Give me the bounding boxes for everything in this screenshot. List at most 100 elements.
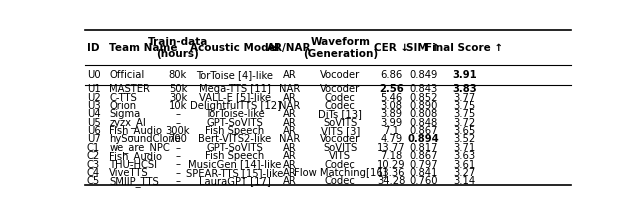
Text: 300k: 300k [166,126,190,136]
Text: CER ↓: CER ↓ [374,43,409,53]
Text: 0.797: 0.797 [409,159,438,170]
Text: C5: C5 [87,176,100,186]
Text: NAR: NAR [279,101,300,111]
Text: U4: U4 [87,109,100,119]
Text: 700: 700 [168,134,188,144]
Text: 0.817: 0.817 [409,143,438,153]
Text: U3: U3 [87,101,100,111]
Text: –: – [175,176,180,186]
Text: C2: C2 [87,151,100,161]
Text: 13.36: 13.36 [377,168,406,178]
Text: –: – [175,151,180,161]
Text: THU-HCSI: THU-HCSI [109,159,157,170]
Text: SIM ↑: SIM ↑ [406,43,440,53]
Text: 7.1: 7.1 [383,126,399,136]
Text: Codec: Codec [325,93,356,103]
Text: zyzx_AI: zyzx_AI [109,117,146,128]
Text: Acoustic Model: Acoustic Model [190,43,280,53]
Text: 0.808: 0.808 [410,109,438,119]
Text: SoVITS: SoVITS [323,143,358,153]
Text: 3.14: 3.14 [453,176,476,186]
Text: LauraGPT [17]: LauraGPT [17] [199,176,271,186]
Text: Official: Official [109,70,145,80]
Text: SMIIP_TTS: SMIIP_TTS [109,176,159,187]
Text: U1: U1 [87,84,100,94]
Text: Fish Speech: Fish Speech [205,126,264,136]
Text: 0.848: 0.848 [410,118,438,128]
Text: Mega-TTS [11]: Mega-TTS [11] [199,84,271,94]
Text: 7.18: 7.18 [380,151,403,161]
Text: C4: C4 [87,168,100,178]
Text: Codec: Codec [325,159,356,170]
Text: AR: AR [283,109,296,119]
Text: U6: U6 [87,126,100,136]
Text: Vocoder: Vocoder [320,84,360,94]
Text: C1: C1 [87,143,100,153]
Text: AR: AR [283,93,296,103]
Text: GPT-SoVITS: GPT-SoVITS [207,118,264,128]
Text: 3.72: 3.72 [453,118,476,128]
Text: 0.849: 0.849 [410,70,438,80]
Text: 30k: 30k [169,93,187,103]
Text: Fish_Audio: Fish_Audio [109,151,163,162]
Text: AR: AR [283,70,296,80]
Text: U0: U0 [87,70,100,80]
Text: –: – [175,143,180,153]
Text: 3.77: 3.77 [453,93,476,103]
Text: Vocoder: Vocoder [320,70,360,80]
Text: U7: U7 [87,134,100,144]
Text: 3.08: 3.08 [380,101,402,111]
Text: 3.63: 3.63 [453,151,476,161]
Text: 3.52: 3.52 [453,134,476,144]
Text: Train-data
(hours): Train-data (hours) [148,37,208,59]
Text: AR: AR [283,151,296,161]
Text: 0.890: 0.890 [410,101,438,111]
Text: 80k: 80k [169,70,187,80]
Text: VITS [3]: VITS [3] [321,126,360,136]
Text: SoVITS: SoVITS [323,118,358,128]
Text: –: – [175,168,180,178]
Text: 3.91: 3.91 [452,70,477,80]
Text: TorToise-like: TorToise-like [205,109,265,119]
Text: MASTER: MASTER [109,84,150,94]
Text: AR: AR [283,159,296,170]
Text: U2: U2 [87,93,100,103]
Text: 3.71: 3.71 [453,143,476,153]
Text: C-TTS: C-TTS [109,93,137,103]
Text: AR: AR [283,126,296,136]
Text: 0.760: 0.760 [409,176,438,186]
Text: 34.28: 34.28 [377,176,405,186]
Text: Sigma: Sigma [109,109,141,119]
Text: 4.79: 4.79 [380,134,403,144]
Text: VITS: VITS [330,151,351,161]
Text: 0.843: 0.843 [410,84,438,94]
Text: AR: AR [283,118,296,128]
Text: 10.29: 10.29 [377,159,406,170]
Text: 3.99: 3.99 [380,118,403,128]
Text: 50k: 50k [169,84,187,94]
Text: AR: AR [283,168,296,178]
Text: 2.56: 2.56 [379,84,404,94]
Text: TorToise [4]-like: TorToise [4]-like [196,70,273,80]
Text: 10k: 10k [169,101,187,111]
Text: AR: AR [283,176,296,186]
Text: 13.77: 13.77 [377,143,406,153]
Text: Codec: Codec [325,176,356,186]
Text: AR: AR [283,143,296,153]
Text: Final Score ↑: Final Score ↑ [426,43,504,53]
Text: 6.86: 6.86 [380,70,403,80]
Text: U5: U5 [87,118,100,128]
Text: VALL-E [5]-like: VALL-E [5]-like [199,93,271,103]
Text: SPEAR-TTS [15]-like: SPEAR-TTS [15]-like [186,168,284,178]
Text: Vocoder: Vocoder [320,134,360,144]
Text: 0.867: 0.867 [409,151,438,161]
Text: AR/NAR: AR/NAR [268,43,312,53]
Text: Team Name: Team Name [109,43,178,53]
Text: Bert-VITS2-like: Bert-VITS2-like [198,134,271,144]
Text: NAR: NAR [279,84,300,94]
Text: Orion: Orion [109,101,136,111]
Text: 0.894: 0.894 [408,134,439,144]
Text: 3.89: 3.89 [380,109,403,119]
Text: MusicGen [14]-like: MusicGen [14]-like [188,159,282,170]
Text: DelightfulTTS [12]: DelightfulTTS [12] [189,101,280,111]
